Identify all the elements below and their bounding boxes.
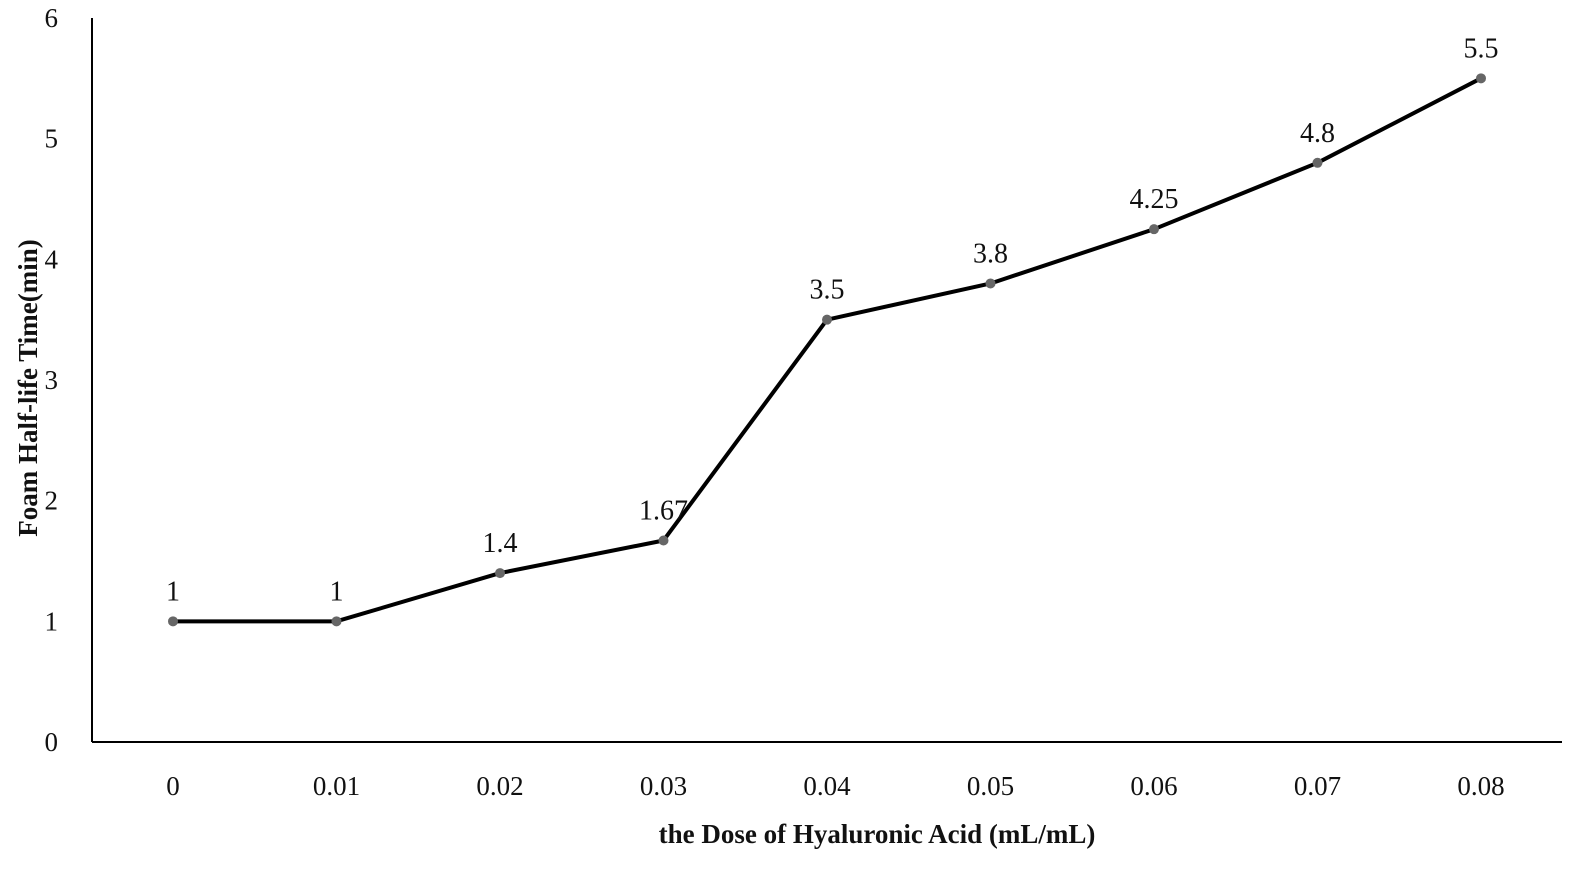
data-label: 1 (166, 576, 180, 607)
series-layer (171, 76, 1483, 624)
data-point (1476, 73, 1486, 84)
data-label: 4.25 (1130, 184, 1179, 215)
y-tick-label: 6 (45, 3, 59, 33)
x-tick-labels: 0 0.01 0.02 0.03 0.04 0.05 0.06 0.07 0.08 (166, 771, 1504, 801)
y-tick-label: 3 (45, 365, 59, 395)
y-tick-label: 2 (45, 486, 59, 516)
x-tick-label: 0.01 (313, 771, 360, 801)
markers (168, 73, 1486, 627)
data-label: 1.67 (639, 495, 688, 526)
x-tick-label: 0 (166, 771, 180, 801)
data-point (822, 314, 832, 325)
data-label: 3.5 (810, 275, 845, 306)
x-tick-label: 0.05 (967, 771, 1014, 801)
data-point (1312, 157, 1323, 168)
series-line (171, 76, 1483, 624)
y-tick-labels: 0 1 2 3 4 5 6 (45, 3, 59, 757)
data-label: 1 (330, 576, 344, 607)
x-tick-label: 0.06 (1130, 771, 1177, 801)
data-point (985, 278, 996, 289)
x-tick-label: 0.07 (1294, 771, 1341, 801)
data-point (1149, 224, 1159, 235)
data-labels: 1 1 1.4 1.67 3.5 3.8 4.25 4.8 5.5 (166, 33, 1499, 607)
data-point (658, 535, 669, 546)
data-label: 5.5 (1464, 33, 1499, 64)
axes (91, 18, 1562, 743)
x-tick-label: 0.03 (640, 771, 687, 801)
x-tick-label: 0.04 (803, 771, 851, 801)
x-tick-label: 0.02 (476, 771, 523, 801)
x-tick-label: 0.08 (1457, 771, 1504, 801)
y-axis-title: Foam Half-life Time(min) (13, 239, 43, 536)
data-label: 1.4 (483, 528, 518, 559)
y-tick-label: 1 (45, 606, 59, 636)
y-tick-label: 5 (45, 124, 59, 154)
data-point (168, 616, 178, 627)
data-label: 3.8 (973, 238, 1008, 269)
y-tick-label: 0 (45, 727, 59, 757)
x-axis-title: the Dose of Hyaluronic Acid (mL/mL) (659, 819, 1096, 849)
data-label: 4.8 (1300, 118, 1335, 149)
data-point (495, 568, 505, 579)
data-point (331, 616, 342, 627)
y-tick-label: 4 (45, 244, 59, 274)
